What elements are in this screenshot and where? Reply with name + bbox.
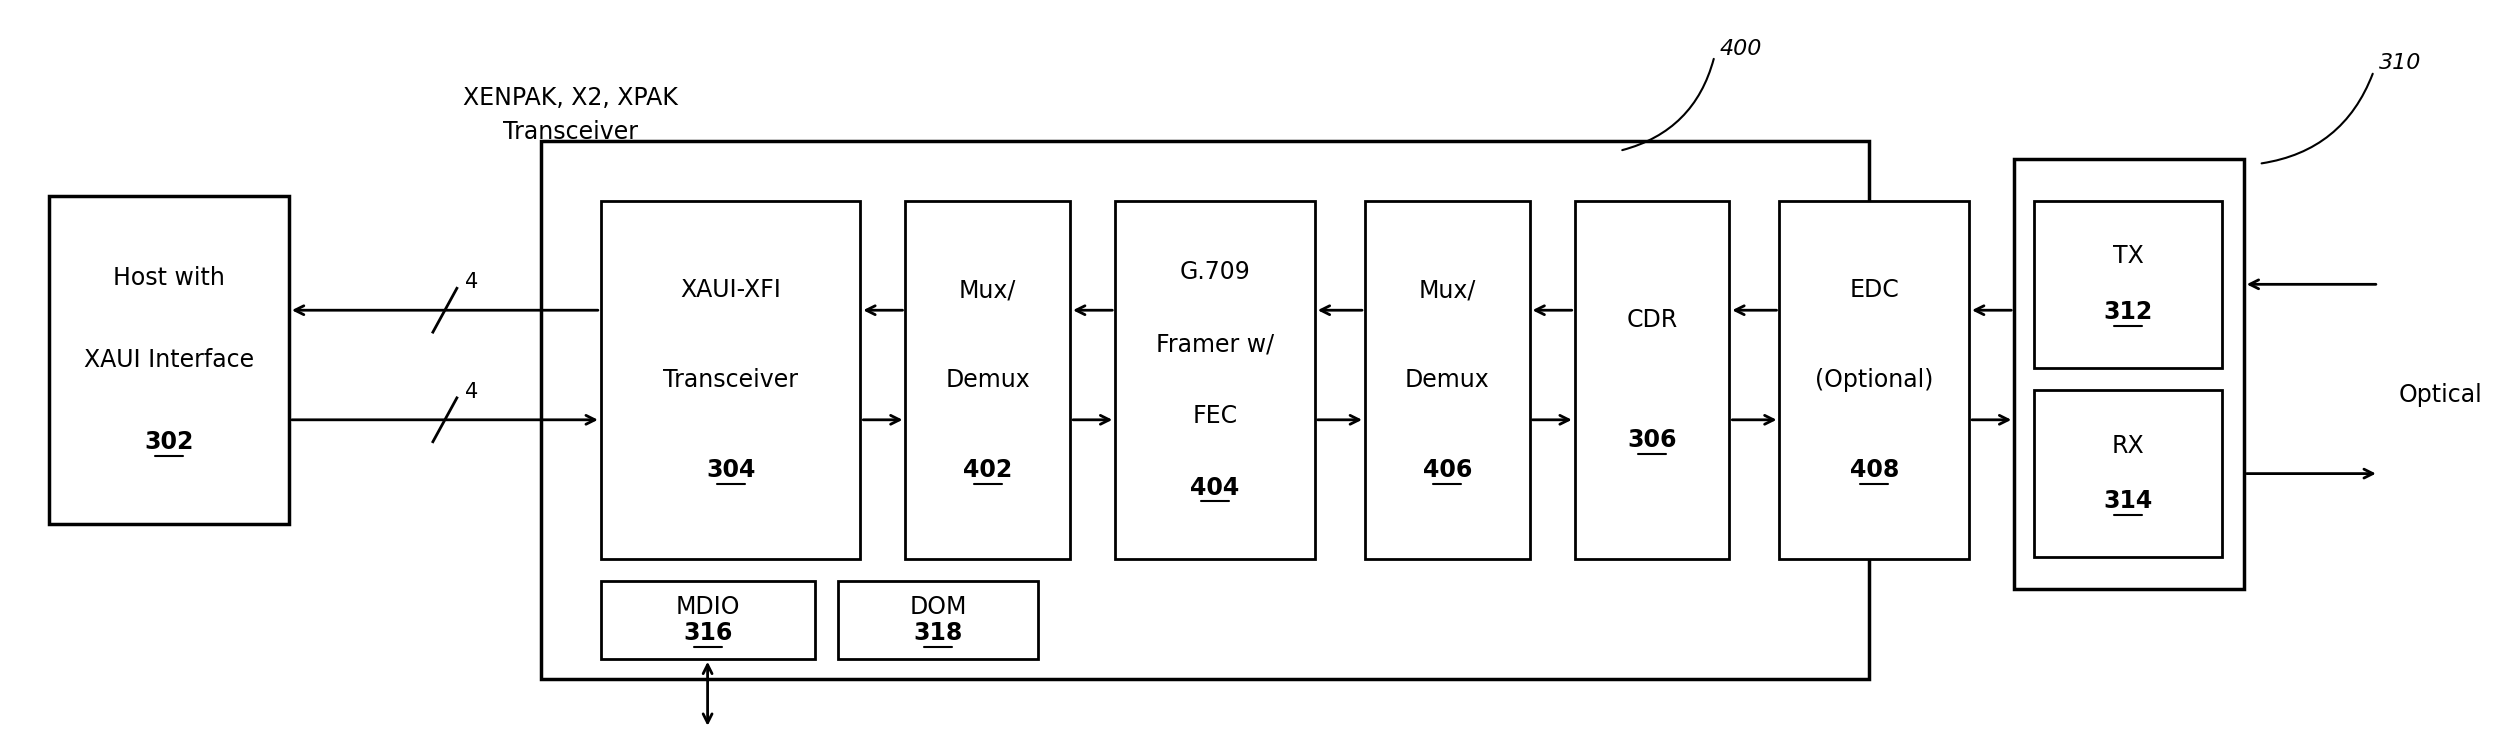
Bar bbox=[602, 200, 860, 559]
Bar bbox=[1364, 200, 1530, 559]
Bar bbox=[2034, 390, 2222, 557]
Text: 314: 314 bbox=[2104, 489, 2152, 514]
Text: 310: 310 bbox=[2378, 53, 2420, 73]
Text: MDIO: MDIO bbox=[675, 595, 740, 619]
Bar bbox=[2014, 158, 2245, 589]
Text: EDC: EDC bbox=[1848, 279, 1899, 302]
Text: Transceiver: Transceiver bbox=[662, 368, 798, 392]
Text: Host with: Host with bbox=[113, 266, 226, 290]
Text: 306: 306 bbox=[1628, 427, 1678, 452]
Bar bbox=[905, 200, 1071, 559]
Text: Demux: Demux bbox=[946, 368, 1031, 392]
Text: CDR: CDR bbox=[1625, 308, 1678, 332]
Text: FEC: FEC bbox=[1191, 404, 1236, 427]
Bar bbox=[50, 195, 288, 525]
Bar bbox=[602, 581, 815, 659]
Text: TX: TX bbox=[2112, 245, 2144, 268]
Text: 408: 408 bbox=[1848, 458, 1899, 481]
Text: Mux/: Mux/ bbox=[958, 279, 1016, 302]
Text: Framer w/: Framer w/ bbox=[1156, 332, 1274, 356]
Bar bbox=[838, 581, 1038, 659]
Text: Mux/: Mux/ bbox=[1420, 279, 1475, 302]
Text: 304: 304 bbox=[705, 458, 755, 481]
Text: XENPAK, X2, XPAK
Transceiver: XENPAK, X2, XPAK Transceiver bbox=[464, 86, 677, 144]
Text: XAUI Interface: XAUI Interface bbox=[85, 348, 253, 372]
Text: DOM: DOM bbox=[910, 595, 968, 619]
Text: 4: 4 bbox=[464, 382, 479, 402]
Text: G.709: G.709 bbox=[1179, 260, 1251, 284]
Bar bbox=[1116, 200, 1314, 559]
Text: 302: 302 bbox=[145, 430, 193, 454]
Text: 316: 316 bbox=[682, 621, 732, 645]
Text: 402: 402 bbox=[963, 458, 1013, 481]
Text: XAUI-XFI: XAUI-XFI bbox=[680, 279, 780, 302]
Text: 406: 406 bbox=[1422, 458, 1472, 481]
Text: (Optional): (Optional) bbox=[1816, 368, 1934, 392]
Text: 318: 318 bbox=[913, 621, 963, 645]
Text: 312: 312 bbox=[2104, 300, 2152, 324]
Text: RX: RX bbox=[2112, 433, 2144, 458]
Bar bbox=[542, 141, 1868, 679]
Text: Demux: Demux bbox=[1404, 368, 1490, 392]
Text: 404: 404 bbox=[1191, 475, 1239, 500]
Text: Optical: Optical bbox=[2398, 383, 2483, 407]
Bar bbox=[1778, 200, 1969, 559]
Text: 4: 4 bbox=[464, 273, 479, 293]
Bar bbox=[1575, 200, 1731, 559]
Text: 400: 400 bbox=[1720, 39, 1761, 59]
Bar bbox=[2034, 200, 2222, 368]
